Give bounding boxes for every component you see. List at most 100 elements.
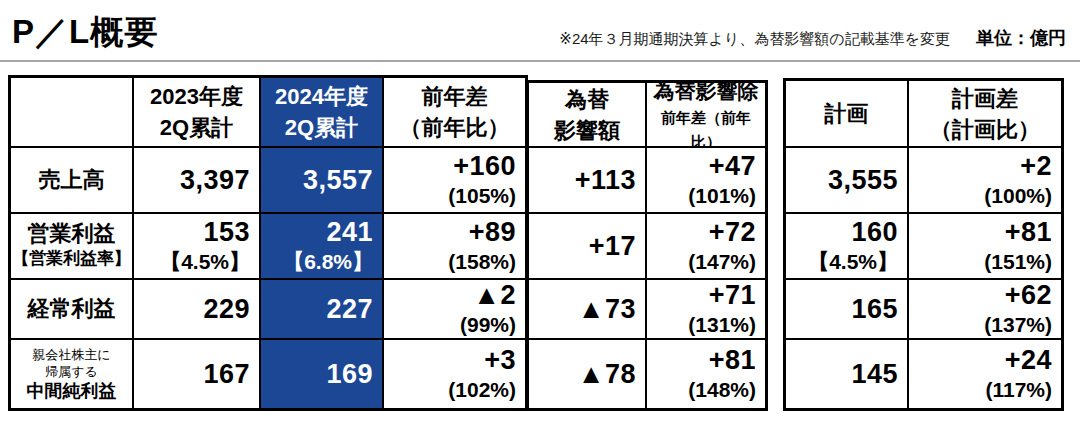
- row-label-small: 親会社株主に: [32, 346, 110, 363]
- unit-label: 単位：億円: [976, 26, 1066, 50]
- cell-net-profit-plan: 145: [786, 340, 909, 408]
- slide-header: P／L概要 ※24年３月期通期決算より、為替影響額の記載基準を変更 単位：億円: [0, 0, 1080, 62]
- value-sub: (151%): [984, 248, 1052, 275]
- page-title: P／L概要: [12, 12, 158, 52]
- plan-row-ordinary-profit: 165 +62 (137%): [786, 280, 1061, 340]
- value-main: ▲73: [578, 294, 636, 325]
- value-main: 160: [851, 217, 898, 248]
- value-main: 3,557: [303, 165, 373, 196]
- value-sub: (100%): [984, 182, 1052, 209]
- plan-row-operating-profit: 160 【4.5%】 +81 (151%): [786, 214, 1061, 280]
- plan-row-net-profit: 145 +24 (117%): [786, 340, 1061, 408]
- col-header-line: （計画比）: [930, 114, 1040, 145]
- cell-sales-fy2024: 3,557: [261, 148, 384, 212]
- cell-operating-profit-fy2023: 153 【4.5%】: [134, 214, 261, 278]
- value-sub: (147%): [688, 248, 756, 275]
- value-sub: (105%): [448, 182, 516, 209]
- col-header-line: 2Q累計: [160, 112, 233, 143]
- value-sub: (102%): [448, 376, 516, 403]
- fx-row-sales: +113 +47 (101%): [529, 148, 765, 214]
- value-main: 227: [326, 294, 373, 325]
- col-header-fy2023: 2023年度 2Q累計: [134, 78, 261, 146]
- value-sub: 【6.8%】: [283, 248, 373, 275]
- row-label-text: 経常利益: [28, 296, 116, 322]
- cell-operating-profit-fx: +17: [529, 214, 647, 278]
- value-main: 167: [203, 359, 250, 390]
- col-header-line: 影響額: [554, 115, 620, 146]
- main-table: 2023年度 2Q累計 2024年度 2Q累計 前年差 （前年比） 売上高 3,…: [8, 75, 528, 411]
- col-header-fx-excluded: 為替影響除 前年差（前年比）: [647, 83, 765, 146]
- value-sub: (131%): [688, 311, 756, 338]
- col-header-plan-diff: 計画差 （計画比）: [909, 81, 1061, 146]
- cell-ordinary-profit-yoy: ▲2 (99%): [384, 280, 525, 338]
- cell-net-profit-fx-excluded: +81 (148%): [647, 340, 765, 408]
- cell-operating-profit-fx-excluded: +72 (147%): [647, 214, 765, 278]
- cell-ordinary-profit-fy2023: 229: [134, 280, 261, 338]
- plan-header-row: 計画 計画差 （計画比）: [786, 81, 1061, 148]
- table-row-operating-profit: 営業利益 【営業利益率】 153 【4.5%】 241 【6.8%】 +89 (…: [11, 214, 525, 280]
- cell-sales-plan-diff: +2 (100%): [909, 148, 1061, 212]
- corner-cell: [11, 78, 134, 146]
- value-sub: (137%): [984, 311, 1052, 338]
- cell-ordinary-profit-plan-diff: +62 (137%): [909, 280, 1061, 338]
- plan-table: 計画 計画差 （計画比） 3,555 +2 (100%) 160: [783, 78, 1064, 411]
- cell-ordinary-profit-fx-excluded: +71 (131%): [647, 280, 765, 338]
- col-header-line: 2Q累計: [285, 112, 358, 143]
- col-header-fx-impact: 為替 影響額: [529, 83, 647, 146]
- value-main: +113: [575, 165, 636, 196]
- pl-tables: 2023年度 2Q累計 2024年度 2Q累計 前年差 （前年比） 売上高 3,…: [8, 75, 1064, 411]
- col-header-yoy: 前年差 （前年比）: [384, 78, 525, 146]
- cell-sales-fx-excluded: +47 (101%): [647, 148, 765, 212]
- col-header-line: 前年差: [422, 81, 488, 112]
- value-main: 169: [326, 359, 373, 390]
- col-header-line: 為替: [565, 84, 609, 115]
- value-main: +72: [709, 217, 756, 248]
- value-main: +17: [589, 231, 636, 262]
- cell-ordinary-profit-fx: ▲73: [529, 280, 647, 338]
- value-main: +89: [469, 217, 516, 248]
- value-main: ▲2: [473, 280, 516, 311]
- row-label-text: 営業利益: [28, 221, 116, 247]
- value-main: +71: [709, 280, 756, 311]
- value-sub: (117%): [985, 376, 1052, 403]
- cell-sales-plan: 3,555: [786, 148, 909, 212]
- table-row-ordinary-profit: 経常利益 229 227 ▲2 (99%): [11, 280, 525, 340]
- value-main: +160: [453, 151, 516, 182]
- fx-basis-note: ※24年３月期通期決算より、為替影響額の記載基準を変更: [559, 30, 950, 49]
- row-label-operating-profit: 営業利益 【営業利益率】: [11, 214, 134, 278]
- cell-operating-profit-plan: 160 【4.5%】: [786, 214, 909, 278]
- cell-operating-profit-fy2024: 241 【6.8%】: [261, 214, 384, 278]
- cell-ordinary-profit-fy2024: 227: [261, 280, 384, 338]
- cell-net-profit-fy2023: 167: [134, 340, 261, 408]
- col-header-plan: 計画: [786, 81, 909, 146]
- value-sub: (99%): [460, 311, 516, 338]
- plan-row-sales: 3,555 +2 (100%): [786, 148, 1061, 214]
- row-label-text: 中間純利益: [27, 380, 117, 403]
- col-header-line: 前年差（前年比）: [647, 106, 765, 146]
- table-row-sales: 売上高 3,397 3,557 +160 (105%): [11, 148, 525, 214]
- col-header-line: 2024年度: [275, 81, 368, 112]
- col-header-line: 2023年度: [150, 81, 243, 112]
- value-main: +81: [1005, 217, 1052, 248]
- value-main: 229: [203, 294, 250, 325]
- cell-net-profit-yoy: +3 (102%): [384, 340, 525, 408]
- col-header-line: （前年比）: [400, 112, 510, 143]
- row-label-subtext: 【営業利益率】: [12, 247, 131, 271]
- cell-net-profit-fx: ▲78: [529, 340, 647, 408]
- col-header-line: 為替影響除: [654, 83, 759, 106]
- value-sub: (101%): [688, 182, 756, 209]
- table-row-net-profit: 親会社株主に 帰属する 中間純利益 167 169 +3 (102%): [11, 340, 525, 408]
- cell-ordinary-profit-plan: 165: [786, 280, 909, 338]
- cell-sales-fy2023: 3,397: [134, 148, 261, 212]
- fx-header-row: 為替 影響額 為替影響除 前年差（前年比）: [529, 83, 765, 148]
- row-label-text: 売上高: [39, 167, 105, 193]
- pl-summary-slide: P／L概要 ※24年３月期通期決算より、為替影響額の記載基準を変更 単位：億円 …: [0, 0, 1080, 446]
- value-main: 3,555: [828, 165, 898, 196]
- row-label-small: 帰属する: [45, 363, 98, 380]
- cell-operating-profit-yoy: +89 (158%): [384, 214, 525, 278]
- value-main: +62: [1005, 280, 1052, 311]
- row-label-net-profit: 親会社株主に 帰属する 中間純利益: [11, 340, 134, 408]
- fx-row-ordinary-profit: ▲73 +71 (131%): [529, 280, 765, 340]
- value-main: +24: [1005, 345, 1052, 376]
- value-main: 153: [203, 217, 250, 248]
